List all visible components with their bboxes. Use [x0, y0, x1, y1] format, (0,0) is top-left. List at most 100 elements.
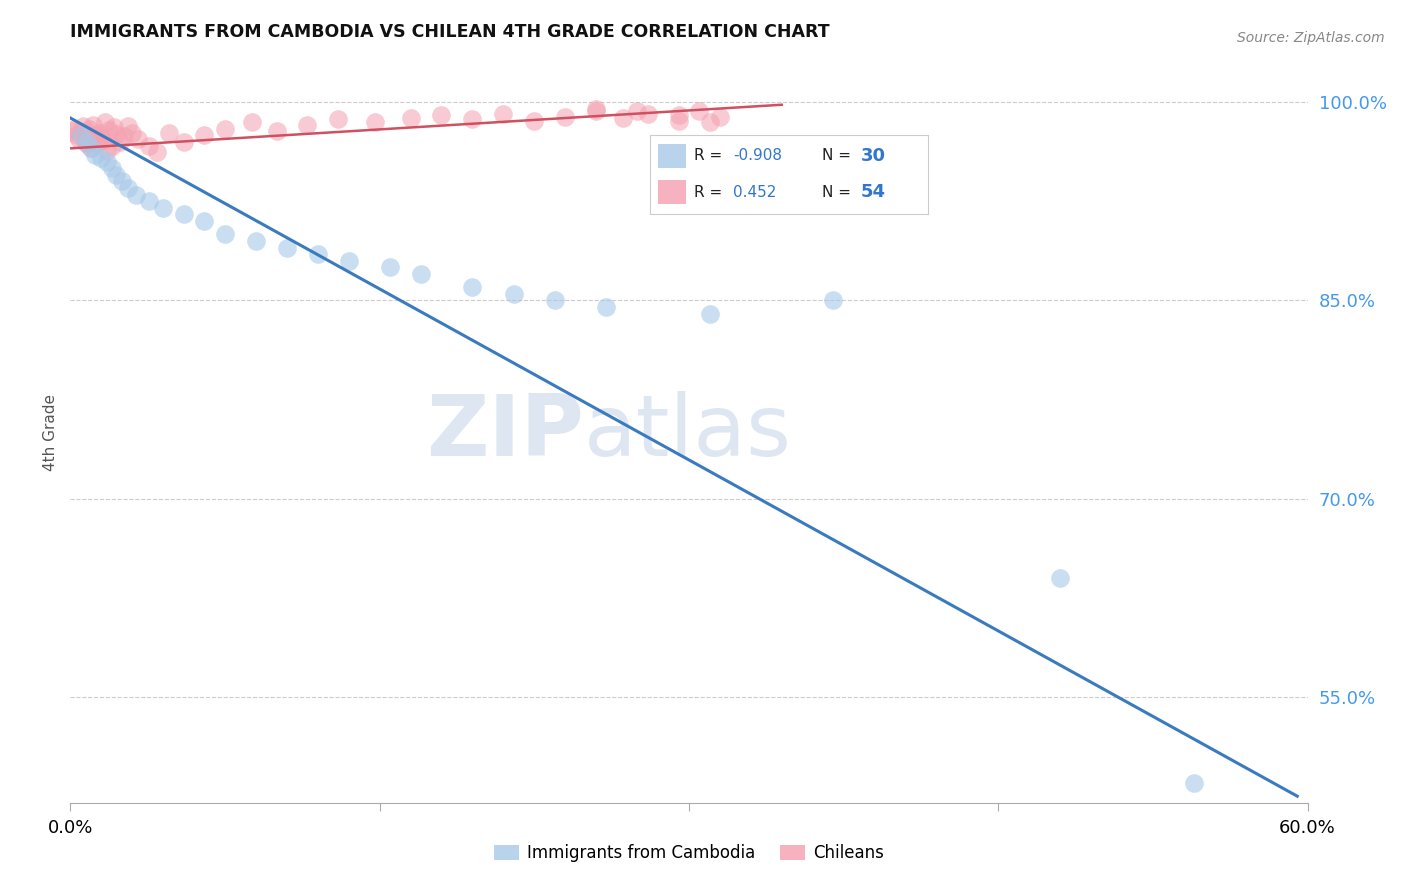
Point — [63, 121, 86, 136]
Point — [378, 260, 401, 275]
Point — [430, 108, 453, 122]
Point — [276, 241, 298, 255]
Point — [127, 132, 149, 146]
Text: -0.908: -0.908 — [733, 148, 782, 163]
Point — [111, 174, 134, 188]
Point — [544, 293, 567, 308]
Point — [612, 111, 634, 125]
Point — [328, 112, 350, 127]
Point — [76, 135, 98, 149]
Point — [461, 112, 484, 127]
Point — [364, 115, 387, 129]
Point — [214, 121, 236, 136]
Bar — [658, 144, 686, 168]
Point — [73, 135, 96, 149]
Point — [595, 300, 617, 314]
Text: N =: N = — [823, 148, 856, 163]
Point — [86, 136, 108, 150]
Point — [554, 110, 576, 124]
Point — [60, 124, 83, 138]
Point — [104, 127, 127, 141]
Point — [245, 234, 267, 248]
Point — [157, 126, 180, 140]
Point — [502, 286, 524, 301]
Text: ZIP: ZIP — [426, 391, 583, 475]
Point — [138, 138, 160, 153]
Point — [84, 128, 107, 143]
Point — [409, 267, 432, 281]
Text: R =: R = — [695, 185, 727, 200]
Point — [100, 138, 122, 153]
Point — [112, 129, 135, 144]
Point — [709, 110, 731, 124]
Point — [585, 102, 607, 116]
Text: 0.452: 0.452 — [733, 185, 776, 200]
Text: N =: N = — [823, 185, 856, 200]
Point — [72, 119, 94, 133]
Point — [297, 118, 319, 132]
Point — [117, 119, 139, 133]
Point — [125, 187, 148, 202]
Point — [91, 133, 114, 147]
Point — [585, 104, 607, 119]
Point — [193, 128, 215, 143]
Point — [67, 132, 90, 146]
Point — [90, 130, 112, 145]
Point — [96, 144, 118, 158]
Point — [103, 120, 125, 135]
Text: IMMIGRANTS FROM CAMBODIA VS CHILEAN 4TH GRADE CORRELATION CHART: IMMIGRANTS FROM CAMBODIA VS CHILEAN 4TH … — [70, 23, 830, 41]
Point — [699, 307, 721, 321]
Point — [668, 113, 690, 128]
Point — [173, 207, 195, 221]
Point — [98, 123, 121, 137]
Point — [637, 107, 659, 121]
Point — [108, 135, 131, 149]
Text: 30: 30 — [860, 147, 886, 165]
Point — [399, 111, 422, 125]
Point — [80, 141, 103, 155]
Point — [82, 118, 104, 132]
Point — [1182, 776, 1205, 790]
Point — [1049, 571, 1071, 585]
Point — [266, 124, 288, 138]
Point — [90, 151, 112, 165]
Text: R =: R = — [695, 148, 727, 163]
Point — [121, 126, 143, 140]
Point — [77, 121, 100, 136]
Point — [104, 168, 127, 182]
Point — [492, 107, 515, 121]
Point — [89, 126, 111, 140]
Text: Source: ZipAtlas.com: Source: ZipAtlas.com — [1237, 31, 1385, 45]
Point — [214, 227, 236, 242]
Point — [699, 115, 721, 129]
Point — [193, 214, 215, 228]
Point — [80, 141, 103, 155]
Point — [94, 115, 117, 129]
Point — [523, 113, 546, 128]
Legend: Immigrants from Cambodia, Chileans: Immigrants from Cambodia, Chileans — [486, 838, 891, 869]
Point — [138, 194, 160, 209]
Point — [668, 108, 690, 122]
Point — [69, 126, 91, 140]
Point — [307, 247, 329, 261]
Point — [152, 201, 174, 215]
Point — [69, 128, 91, 143]
Point — [65, 128, 87, 143]
Y-axis label: 4th Grade: 4th Grade — [44, 394, 59, 471]
Point — [96, 154, 118, 169]
Point — [461, 280, 484, 294]
Point — [823, 293, 845, 308]
Point — [76, 137, 98, 152]
Bar — [658, 180, 686, 204]
Point — [173, 135, 195, 149]
Point — [100, 161, 122, 176]
Point — [626, 104, 648, 119]
Point — [688, 104, 710, 119]
Point — [240, 115, 263, 129]
Point — [337, 253, 360, 268]
Point — [146, 145, 169, 160]
Point — [117, 181, 139, 195]
Point — [84, 148, 107, 162]
Text: 54: 54 — [860, 183, 886, 202]
Text: atlas: atlas — [583, 391, 792, 475]
